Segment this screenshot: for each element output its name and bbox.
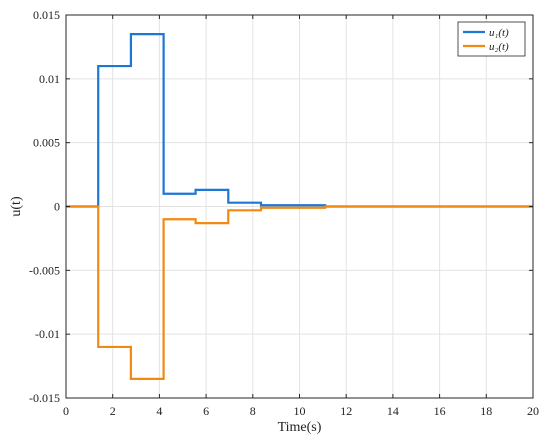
y-tick-label: 0 — [54, 200, 60, 214]
series-line-1 — [66, 33, 533, 208]
x-tick-label: 18 — [480, 404, 492, 418]
x-tick-label: 10 — [294, 404, 306, 418]
ticks: 0 2 4 6 8 10 12 14 16 18 20 0.015 0.01 0.005 0 -0.005 -0… — [29, 8, 539, 418]
legend-label-2: u₂(t) — [489, 41, 509, 53]
y-tick-label: -0.01 — [35, 327, 60, 341]
x-tick-label: 14 — [387, 404, 399, 418]
legend-label-1: u₁(t) — [489, 27, 509, 39]
x-tick-label: 6 — [203, 404, 209, 418]
y-tick-label: -0.005 — [29, 263, 60, 277]
y-tick-label: 0.005 — [33, 136, 60, 150]
y-tick-label: 0.01 — [39, 72, 60, 86]
series-line-2 — [66, 205, 533, 380]
y-tick-label: -0.015 — [29, 391, 60, 405]
legend-box — [457, 21, 526, 57]
x-axis-label: Time(s) — [278, 420, 322, 435]
x-tick-label: 2 — [110, 404, 116, 418]
x-tick-label: 8 — [250, 404, 256, 418]
x-tick-label: 12 — [340, 404, 352, 418]
x-tick-label: 4 — [156, 404, 162, 418]
y-tick-label: 0.015 — [33, 8, 60, 22]
x-tick-label: 0 — [63, 404, 69, 418]
series-group — [66, 33, 533, 380]
legend: u₁(t) u₂(t) — [457, 21, 526, 57]
y-axis-label: u(t) — [9, 196, 24, 217]
x-tick-label: 20 — [527, 404, 539, 418]
x-tick-label: 16 — [434, 404, 446, 418]
